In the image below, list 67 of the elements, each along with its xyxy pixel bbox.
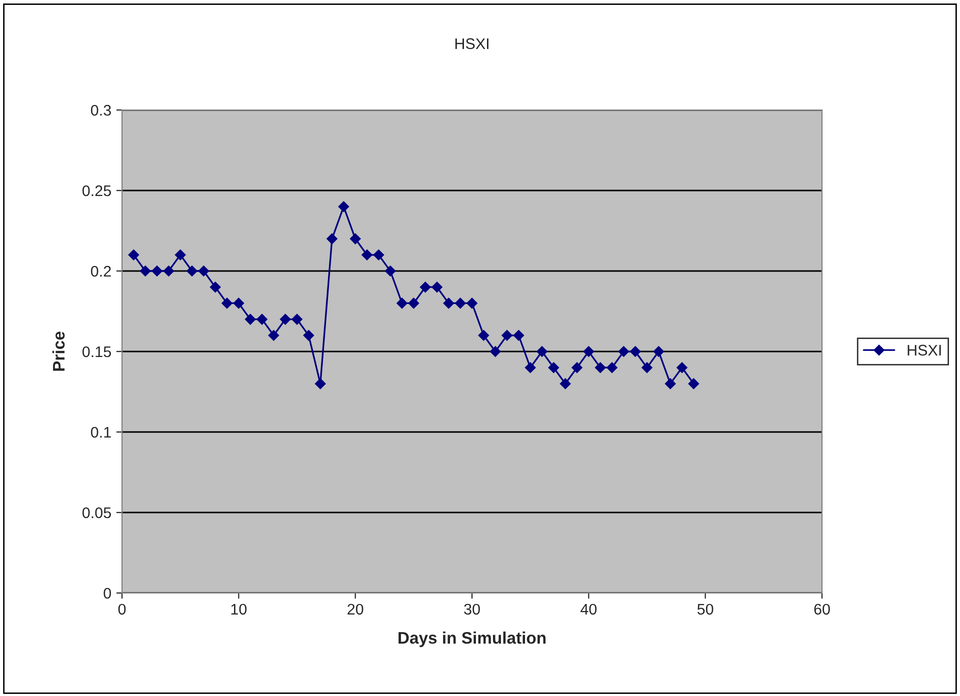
point xyxy=(292,314,302,325)
point xyxy=(664,378,676,390)
point xyxy=(338,201,350,212)
point xyxy=(198,266,210,276)
point xyxy=(478,330,490,341)
point xyxy=(524,362,536,374)
point xyxy=(396,298,408,309)
chart-title: HSXI xyxy=(455,38,488,50)
point xyxy=(373,249,384,260)
point xyxy=(303,330,314,341)
x-axis-title: Days in Simulation xyxy=(398,632,546,648)
point xyxy=(630,346,641,357)
point xyxy=(443,298,454,309)
y-tick-label: 0.3 xyxy=(90,104,111,116)
x-tick-label: 50 xyxy=(697,604,714,615)
point xyxy=(502,330,512,341)
point xyxy=(548,362,560,374)
point xyxy=(280,314,291,325)
point xyxy=(408,298,420,309)
y-tick-label: 0.1 xyxy=(90,426,111,438)
point xyxy=(606,362,618,374)
point xyxy=(186,266,198,276)
point xyxy=(152,266,162,276)
point xyxy=(420,282,431,293)
point xyxy=(384,266,396,276)
point xyxy=(618,346,630,357)
y-tick-label: 0.05 xyxy=(82,507,111,518)
point xyxy=(583,346,594,357)
y-axis-title: Price xyxy=(52,332,65,371)
point xyxy=(174,249,186,260)
point xyxy=(536,346,548,357)
point xyxy=(362,249,372,260)
point xyxy=(642,362,652,374)
point xyxy=(256,314,268,325)
y-tick-label: 0 xyxy=(104,588,111,599)
x-tick-label: 20 xyxy=(348,604,364,615)
point xyxy=(490,346,501,357)
x-tick-label: 0 xyxy=(118,604,126,615)
point xyxy=(244,314,256,325)
point xyxy=(653,346,664,357)
point xyxy=(466,298,478,309)
y-tick-label: 0.2 xyxy=(90,266,111,277)
x-tick-label: 30 xyxy=(464,604,480,615)
point xyxy=(513,330,524,341)
y-tick-label: 0.15 xyxy=(82,346,111,358)
point xyxy=(688,378,700,390)
point xyxy=(163,266,174,276)
point xyxy=(572,362,582,374)
y-tick-label: 0.25 xyxy=(82,185,111,196)
x-tick-label: 10 xyxy=(231,604,247,615)
point xyxy=(268,330,280,341)
point xyxy=(222,298,232,309)
point xyxy=(432,282,442,293)
point xyxy=(210,282,221,293)
point xyxy=(560,378,571,390)
point xyxy=(594,362,606,374)
x-tick-label: 60 xyxy=(814,604,830,615)
point xyxy=(676,362,688,374)
legend-label: HSXI xyxy=(908,344,941,356)
point xyxy=(326,233,338,244)
point xyxy=(140,266,151,276)
point xyxy=(454,298,466,309)
point xyxy=(233,298,244,309)
x-tick-label: 40 xyxy=(580,604,597,615)
point xyxy=(314,378,326,390)
point xyxy=(128,249,140,260)
point xyxy=(350,233,361,244)
